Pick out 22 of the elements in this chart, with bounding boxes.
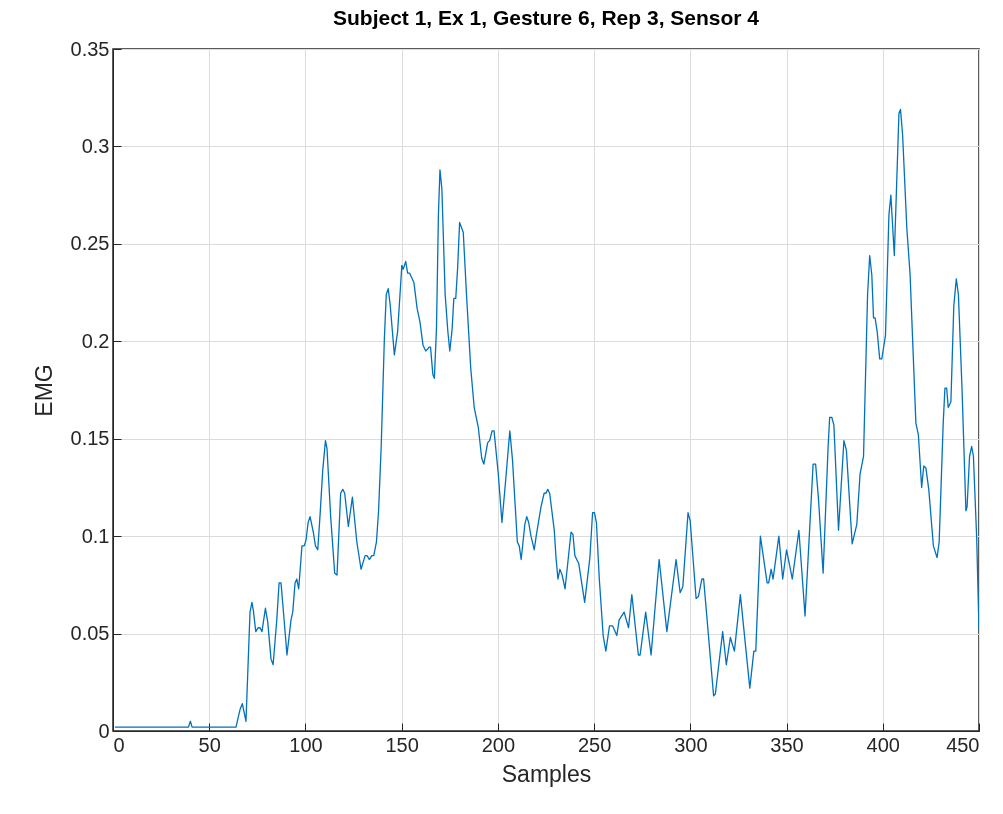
y-tick-label: 0.15 xyxy=(70,427,110,450)
x-tick-label: 450 xyxy=(946,733,980,756)
y-tick-label: 0.25 xyxy=(70,232,110,255)
x-tick-label: 250 xyxy=(577,733,612,756)
x-tick-label: 50 xyxy=(198,733,221,756)
x-tick-label: 100 xyxy=(289,733,323,756)
y-tick-label: 0.35 xyxy=(70,37,110,60)
x-tick-label: 150 xyxy=(385,733,419,756)
x-tick-label: 400 xyxy=(866,733,900,756)
y-axis-title: EMG xyxy=(30,364,57,417)
x-tick-label: 0 xyxy=(113,733,125,756)
y-tick-label: 0.3 xyxy=(81,134,110,157)
x-tick-label: 200 xyxy=(481,733,516,756)
x-tick-label: 300 xyxy=(674,733,708,756)
line-series xyxy=(114,108,979,728)
y-tick-label: 0.05 xyxy=(70,622,110,645)
y-tick-label: 0.1 xyxy=(81,524,110,547)
y-tick-label: 0 xyxy=(98,719,110,742)
x-axis-title: Samples xyxy=(501,760,592,787)
y-tick-label: 0.2 xyxy=(81,329,110,352)
x-tick-label: 350 xyxy=(770,733,804,756)
chart-title: Subject 1, Ex 1, Gesture 6, Rep 3, Sensor 4 xyxy=(332,6,760,29)
